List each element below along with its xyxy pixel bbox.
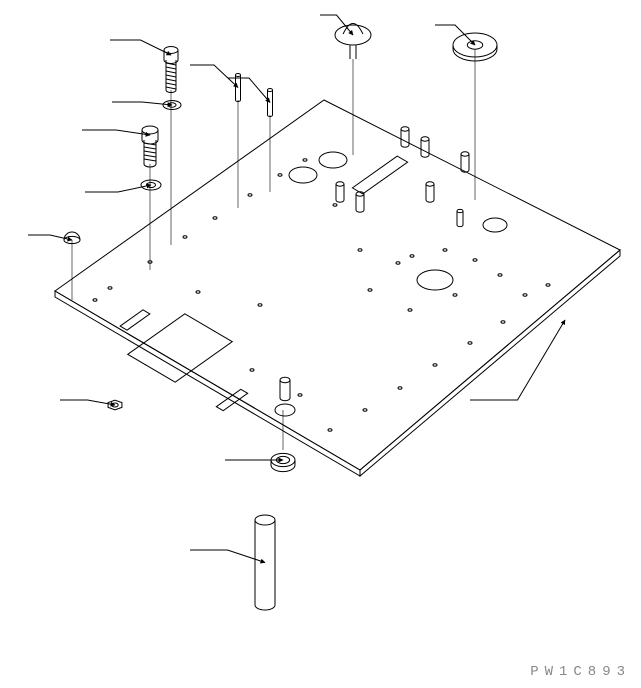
watermark-text: PW1C893 (530, 664, 631, 680)
